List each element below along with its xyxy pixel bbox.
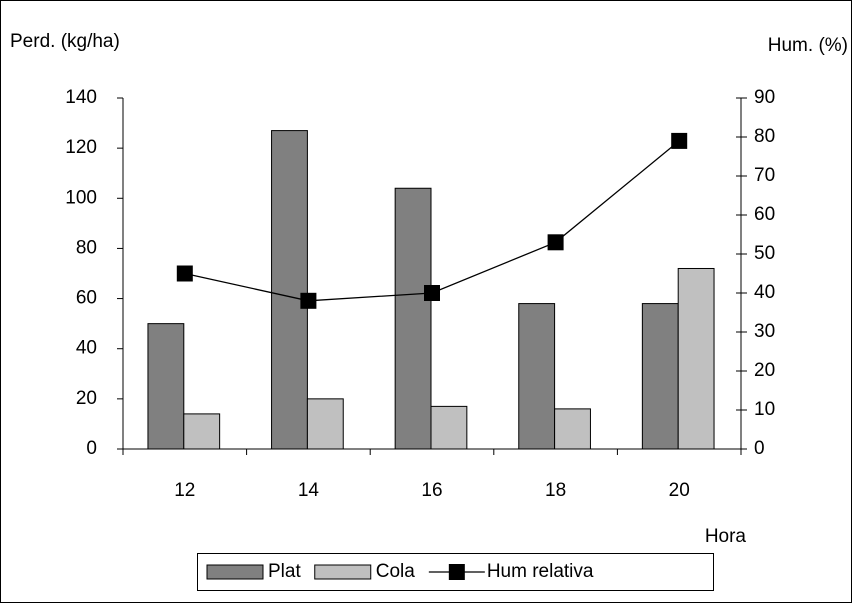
y2-tick-label: 90 — [754, 87, 775, 108]
x-tick-label: 14 — [298, 480, 320, 501]
bar — [554, 408, 591, 450]
x-axis-label: Hora — [705, 526, 747, 547]
line-marker — [547, 234, 564, 251]
bar — [677, 267, 715, 450]
y2-tick-label: 40 — [754, 282, 775, 303]
bar — [430, 405, 468, 450]
bar — [394, 187, 432, 450]
line-marker — [424, 285, 440, 301]
x-tick-label: 12 — [174, 480, 195, 501]
y2-tick-label: 50 — [754, 243, 775, 264]
y2-tick-label: 20 — [754, 360, 775, 381]
x-tick-label: 16 — [421, 480, 442, 501]
y-tick-label: 40 — [76, 338, 97, 359]
y-tick-label: 100 — [65, 187, 97, 208]
legend-marker — [448, 564, 465, 580]
legend-swatch — [314, 564, 372, 580]
y-tick-label: 20 — [76, 388, 97, 409]
y-tick-label: 120 — [65, 137, 97, 158]
bar — [183, 413, 221, 450]
y2-tick-label: 70 — [754, 165, 775, 186]
bar — [147, 323, 185, 450]
y-tick-label: 80 — [76, 237, 97, 258]
bar — [641, 303, 679, 450]
y2-tick-label: 10 — [754, 399, 775, 420]
line-marker — [176, 265, 193, 282]
y-axis-label: Perd. (kg/ha) — [10, 31, 120, 52]
y2-tick-label: 0 — [754, 438, 765, 459]
x-tick-label: 20 — [669, 480, 690, 501]
y2-tick-label: 60 — [754, 204, 775, 225]
legend-label: Plat — [268, 561, 301, 582]
line-marker — [300, 292, 317, 309]
bar — [306, 398, 344, 450]
line-marker — [671, 132, 688, 149]
y-tick-label: 60 — [76, 288, 97, 309]
y2-axis-label: Hum. (%) — [768, 35, 848, 56]
bar — [271, 130, 308, 450]
y2-tick-label: 80 — [754, 126, 775, 147]
y-tick-label: 0 — [86, 438, 97, 459]
bar — [518, 303, 556, 450]
legend-label: Hum relativa — [487, 561, 594, 582]
legend-label: Cola — [376, 561, 416, 582]
y-tick-label: 140 — [65, 87, 97, 108]
y2-tick-label: 30 — [754, 321, 775, 342]
legend-swatch — [206, 564, 264, 580]
x-tick-label: 18 — [545, 480, 566, 501]
